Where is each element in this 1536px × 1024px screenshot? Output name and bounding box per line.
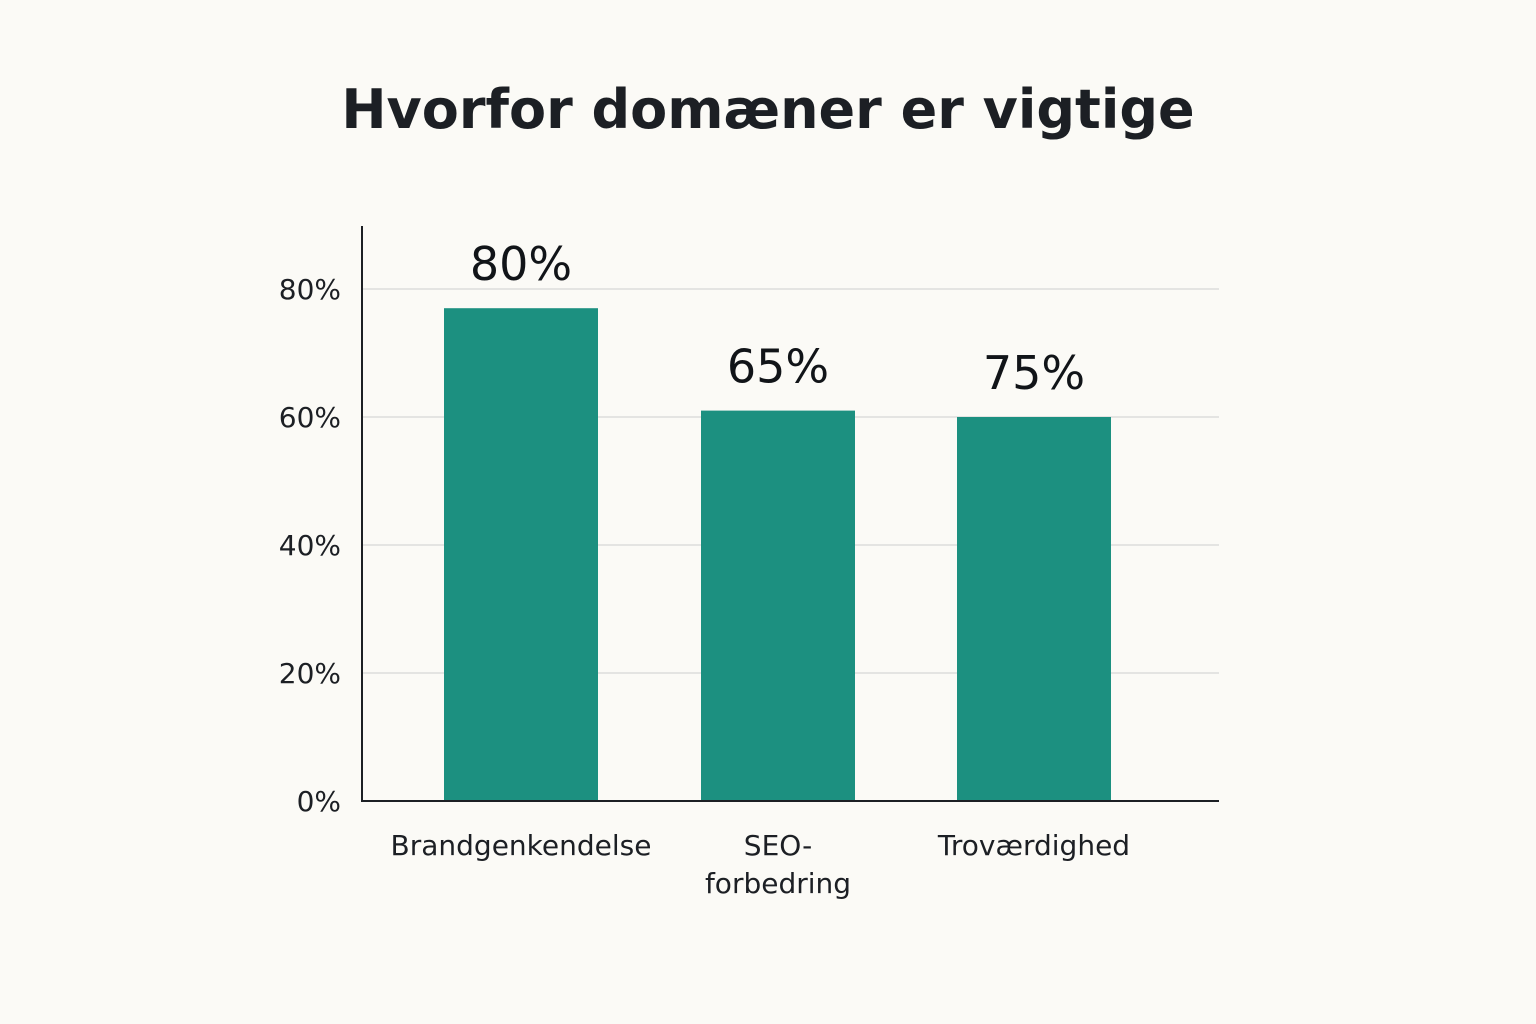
- category-label-line: SEO-: [744, 829, 812, 862]
- bars: [444, 308, 1111, 801]
- y-tick-label: 40%: [279, 529, 341, 562]
- data-labels: 80% 65% 75%: [470, 237, 1085, 400]
- category-label: Troværdighed: [937, 829, 1130, 862]
- bar: [701, 410, 855, 801]
- bar: [444, 308, 598, 801]
- y-tick-label: 0%: [297, 785, 341, 818]
- chart-title: Hvorfor domæner er vigtige: [341, 78, 1195, 141]
- category-label: Brandgenkendelse: [391, 829, 652, 862]
- category-label-line: Brandgenkendelse: [391, 829, 652, 862]
- category-label-line: forbedring: [705, 867, 851, 900]
- y-tick-label: 20%: [279, 657, 341, 690]
- category-label: SEO-forbedring: [705, 829, 851, 900]
- category-label-line: Troværdighed: [937, 829, 1130, 862]
- axes: [361, 226, 1219, 802]
- bar-value-label: 75%: [983, 346, 1085, 400]
- y-tick-label: 60%: [279, 401, 341, 434]
- y-tick-label: 80%: [279, 273, 341, 306]
- bar-value-label: 65%: [727, 340, 829, 394]
- y-tick-labels: 0% 20% 40% 60% 80%: [279, 273, 341, 818]
- category-labels: Brandgenkendelse SEO-forbedring Troværdigh…: [391, 829, 1131, 900]
- bar-value-label: 80%: [470, 237, 572, 291]
- bar: [957, 417, 1111, 801]
